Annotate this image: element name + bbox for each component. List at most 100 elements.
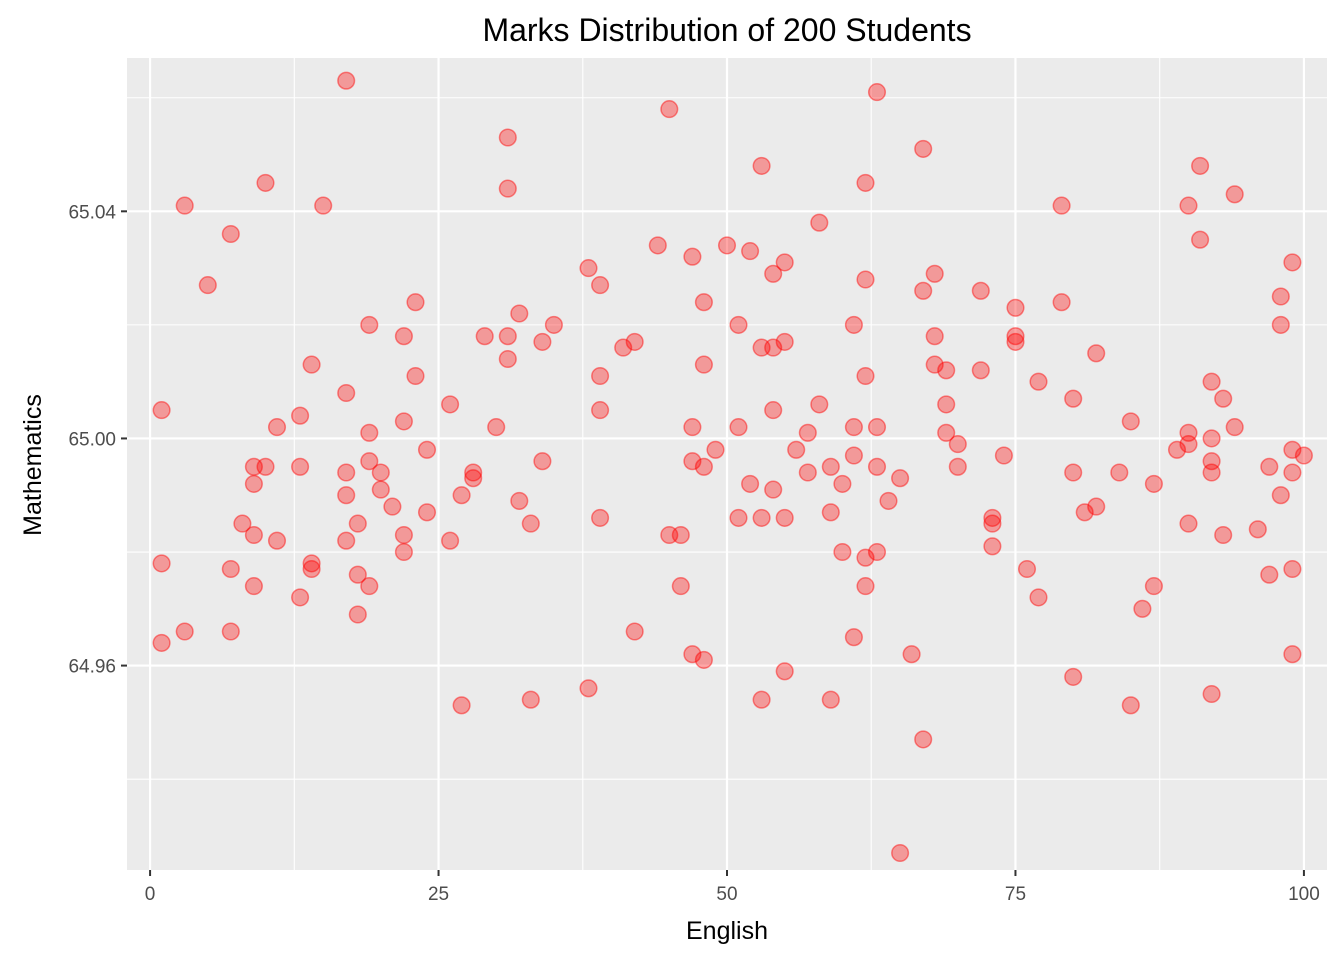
data-point — [1202, 684, 1221, 704]
data-point — [1214, 389, 1233, 408]
data-point — [775, 508, 794, 527]
data-point — [314, 196, 333, 215]
data-point — [867, 457, 887, 476]
data-point — [983, 508, 1002, 527]
data-point — [1283, 559, 1302, 579]
data-point — [348, 565, 367, 584]
data-point — [244, 474, 263, 493]
data-point — [1017, 559, 1037, 579]
data-point — [810, 213, 829, 232]
data-point — [406, 293, 425, 312]
data-point — [1271, 287, 1290, 306]
data-point — [741, 474, 760, 493]
data-point — [337, 463, 356, 482]
data-point — [614, 338, 633, 357]
data-point — [844, 315, 863, 334]
data-point — [891, 469, 910, 488]
data-point — [694, 293, 713, 312]
data-point — [1052, 196, 1071, 215]
data-point — [1029, 372, 1048, 391]
data-point — [856, 270, 875, 289]
data-point — [591, 401, 610, 420]
data-point — [291, 457, 310, 476]
data-point — [1179, 196, 1198, 215]
data-point — [1006, 298, 1025, 317]
data-point — [625, 332, 644, 351]
data-point — [694, 650, 713, 669]
data-point — [533, 452, 552, 471]
data-point — [729, 315, 748, 334]
data-point — [833, 474, 852, 493]
data-point — [510, 491, 529, 510]
data-point — [371, 480, 390, 499]
x-tick-label: 25 — [428, 884, 449, 905]
data-point — [221, 224, 240, 244]
data-point — [994, 446, 1013, 465]
data-point — [452, 486, 471, 505]
data-point — [1191, 156, 1210, 175]
data-point — [660, 100, 679, 119]
data-point — [175, 622, 194, 641]
data-point — [1225, 185, 1244, 204]
y-axis-title: Mathematics — [19, 394, 47, 536]
data-point — [464, 463, 483, 482]
data-point — [302, 554, 321, 573]
data-point — [937, 361, 956, 380]
data-point — [1283, 645, 1302, 664]
data-point — [371, 463, 390, 482]
data-point — [787, 440, 806, 459]
data-point — [441, 395, 460, 414]
data-point — [544, 315, 563, 334]
data-point — [1087, 497, 1106, 516]
data-point — [1179, 514, 1198, 533]
data-point — [983, 537, 1002, 556]
data-point — [1144, 577, 1163, 596]
data-point — [914, 139, 933, 158]
data-point — [1271, 486, 1290, 505]
data-point — [764, 401, 783, 420]
data-point — [1202, 372, 1221, 391]
data-point — [856, 577, 875, 596]
data-point — [925, 264, 944, 283]
data-point — [1064, 463, 1083, 482]
data-point — [706, 440, 725, 459]
data-point — [856, 366, 875, 386]
data-point — [1283, 253, 1302, 272]
data-point — [891, 843, 910, 863]
data-point — [1064, 667, 1083, 686]
data-point — [267, 418, 287, 437]
data-point — [291, 406, 310, 425]
y-axis-ticks: 64.96 65.00 65.04 — [68, 202, 127, 678]
data-point — [844, 628, 863, 647]
data-point — [648, 236, 667, 255]
data-point — [521, 690, 540, 709]
data-point — [198, 276, 217, 295]
x-tick-label: 75 — [1005, 884, 1026, 905]
data-point — [498, 179, 517, 198]
data-point — [660, 525, 679, 545]
data-point — [764, 338, 783, 357]
data-point — [948, 435, 967, 454]
data-point — [1121, 696, 1140, 715]
data-point — [775, 662, 794, 681]
data-point — [302, 355, 321, 374]
data-point — [867, 83, 887, 102]
data-point — [441, 531, 460, 550]
data-point — [729, 418, 748, 437]
data-point — [1179, 423, 1198, 442]
chart-title: Marks Distribution of 200 Students — [482, 12, 971, 48]
data-point — [1121, 412, 1140, 431]
data-point — [348, 514, 367, 533]
data-point — [844, 446, 863, 465]
data-point — [1064, 389, 1083, 408]
data-point — [221, 622, 240, 641]
data-point — [867, 418, 887, 437]
x-tick-label: 100 — [1288, 884, 1320, 905]
data-point — [867, 542, 887, 562]
data-point — [591, 508, 610, 527]
data-point — [1271, 315, 1290, 334]
data-point — [302, 559, 321, 579]
data-point — [337, 531, 356, 550]
data-point — [856, 173, 875, 192]
x-axis-title: English — [686, 917, 768, 945]
